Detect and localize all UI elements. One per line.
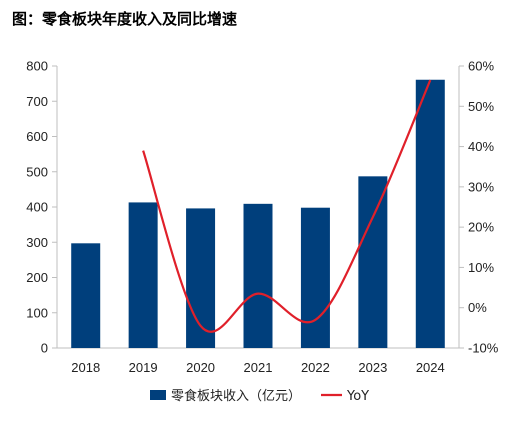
bar: [128, 202, 158, 348]
yoy-line: [142, 79, 432, 333]
left-tick-label: 600: [26, 129, 48, 144]
right-tick-label: 30%: [468, 179, 494, 194]
legend-label-bar: 零食板块收入（亿元）: [171, 388, 301, 404]
right-tick-label: 10%: [468, 260, 494, 275]
legend-swatch-bar: [150, 390, 166, 400]
x-tick-label: 2020: [186, 360, 215, 375]
left-tick-label: 400: [26, 200, 48, 215]
left-tick-label: 500: [26, 164, 48, 179]
bar: [243, 203, 273, 348]
x-tick-label: 2024: [416, 360, 445, 375]
x-tick-label: 2019: [129, 360, 158, 375]
left-tick-label: 100: [26, 305, 48, 320]
right-tick-label: 0%: [468, 300, 487, 315]
left-tick-label: 300: [26, 235, 48, 250]
left-tick-label: 800: [26, 59, 48, 74]
x-tick-label: 2021: [244, 360, 273, 375]
bar: [300, 207, 330, 348]
bar: [71, 243, 101, 348]
bar: [415, 79, 445, 348]
chart-title: 图：零食板块年度收入及同比增速: [12, 10, 238, 28]
right-tick-label: 40%: [468, 139, 494, 154]
right-tick-label: 20%: [468, 220, 494, 235]
right-tick-label: 50%: [468, 99, 494, 114]
x-tick-label: 2023: [358, 360, 387, 375]
left-tick-label: 0: [41, 341, 48, 356]
x-tick-label: 2018: [71, 360, 100, 375]
left-tick-label: 700: [26, 94, 48, 109]
legend-label-line: YoY: [346, 389, 369, 404]
left-tick-label: 200: [26, 270, 48, 285]
bar: [358, 176, 388, 348]
right-tick-label: -10%: [468, 341, 499, 356]
x-tick-label: 2022: [301, 360, 330, 375]
right-tick-label: 60%: [468, 59, 494, 74]
